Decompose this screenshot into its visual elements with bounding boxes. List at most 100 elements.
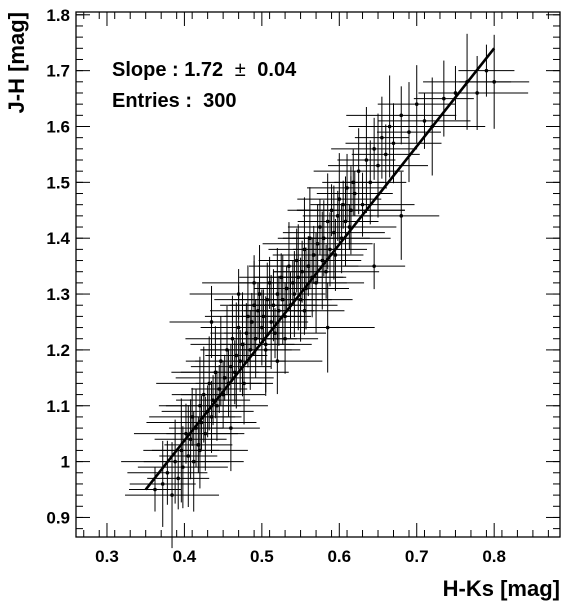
data-point xyxy=(322,236,326,240)
plot-frame xyxy=(75,11,561,538)
data-point xyxy=(217,387,222,391)
data-point xyxy=(399,214,404,218)
data-point xyxy=(252,303,256,308)
data-point xyxy=(244,331,249,335)
data-point xyxy=(352,191,357,196)
data-point xyxy=(181,465,185,469)
data-point xyxy=(287,264,291,268)
x-tick-label: 0.3 xyxy=(95,547,119,566)
data-point xyxy=(332,230,336,235)
data-point xyxy=(170,493,174,497)
data-point xyxy=(308,236,312,240)
data-point xyxy=(399,113,404,118)
data-point xyxy=(302,247,307,252)
data-point xyxy=(236,292,241,296)
data-point xyxy=(215,403,219,408)
y-tick-label: 1.8 xyxy=(46,6,70,25)
data-point xyxy=(311,253,316,257)
data-point xyxy=(219,359,223,363)
data-point xyxy=(232,370,237,375)
y-tick-label: 1.2 xyxy=(46,341,70,360)
data-point xyxy=(347,225,352,229)
data-point xyxy=(246,314,250,319)
slope-error: 0.04 xyxy=(257,59,297,81)
data-point xyxy=(294,258,299,263)
data-point xyxy=(341,202,345,207)
data-point xyxy=(271,303,276,308)
y-tick-label: 1.1 xyxy=(46,397,70,416)
x-tick-label: 0.4 xyxy=(173,547,197,566)
data-points xyxy=(153,68,496,497)
data-point xyxy=(191,459,196,464)
data-point xyxy=(256,309,260,313)
slope-label: Slope : 1.72 xyxy=(112,59,223,81)
data-point xyxy=(234,353,239,358)
data-point xyxy=(261,314,266,319)
data-point xyxy=(248,348,253,352)
data-point xyxy=(176,476,181,481)
data-point xyxy=(186,454,191,458)
plus-minus-sign: ± xyxy=(235,59,246,81)
data-point xyxy=(368,180,373,185)
data-point xyxy=(414,102,419,106)
data-point xyxy=(356,169,361,173)
data-point xyxy=(306,264,311,268)
data-point xyxy=(238,359,242,363)
data-point xyxy=(329,208,334,213)
fit-line xyxy=(144,47,496,491)
data-point xyxy=(302,309,307,313)
entries-annotation: Entries : 300 xyxy=(112,90,237,112)
y-tick-label: 1.5 xyxy=(46,173,70,192)
data-point xyxy=(314,281,318,285)
y-axis-ticks: 0.9 1 1.1 1.2 1.3 1.4 1.5 1.6 1.7 1.8 xyxy=(46,6,560,530)
y-tick-label: 1.4 xyxy=(46,229,70,248)
data-point xyxy=(257,292,262,296)
data-point xyxy=(253,336,258,341)
data-point xyxy=(492,80,496,84)
data-point xyxy=(343,219,348,224)
data-point xyxy=(242,381,246,386)
data-point xyxy=(315,241,320,246)
data-point xyxy=(391,141,396,146)
data-point xyxy=(269,320,273,324)
data-point xyxy=(484,68,489,73)
data-point xyxy=(280,297,285,302)
data-point xyxy=(320,258,325,263)
data-point xyxy=(387,124,392,129)
data-point xyxy=(325,219,330,224)
data-point xyxy=(230,336,235,341)
data-point xyxy=(324,269,328,274)
data-point xyxy=(333,253,338,257)
data-point xyxy=(328,247,332,252)
data-point xyxy=(184,431,188,436)
data-point xyxy=(263,342,268,347)
data-point xyxy=(273,331,277,335)
x-axis-ticks: 0.3 0.4 0.5 0.6 0.7 0.8 xyxy=(83,12,549,566)
data-point xyxy=(201,392,206,397)
x-axis-title: H-Ks [mag] xyxy=(443,576,560,601)
data-point xyxy=(298,297,303,302)
data-point xyxy=(383,152,388,157)
data-point xyxy=(442,96,446,101)
data-point xyxy=(372,147,376,151)
data-point xyxy=(203,431,208,436)
data-point xyxy=(190,415,194,419)
x-tick-label: 0.8 xyxy=(482,547,506,566)
y-tick-label: 1.3 xyxy=(46,285,70,304)
data-point xyxy=(284,286,289,291)
data-point xyxy=(318,225,322,229)
data-point xyxy=(360,202,365,207)
data-point xyxy=(213,370,218,375)
data-point xyxy=(207,381,211,386)
y-tick-label: 1.6 xyxy=(46,117,70,136)
slope-annotation: Slope : 1.72 ± 0.04 xyxy=(112,59,297,81)
data-point xyxy=(229,426,233,430)
data-point xyxy=(407,130,411,134)
y-tick-label: 1.7 xyxy=(46,62,70,81)
data-point xyxy=(198,403,202,408)
data-point xyxy=(351,180,356,185)
data-point xyxy=(263,348,268,352)
y-axis-title: J-H [mag] xyxy=(4,12,29,113)
data-point xyxy=(291,281,295,285)
data-point xyxy=(222,376,227,380)
